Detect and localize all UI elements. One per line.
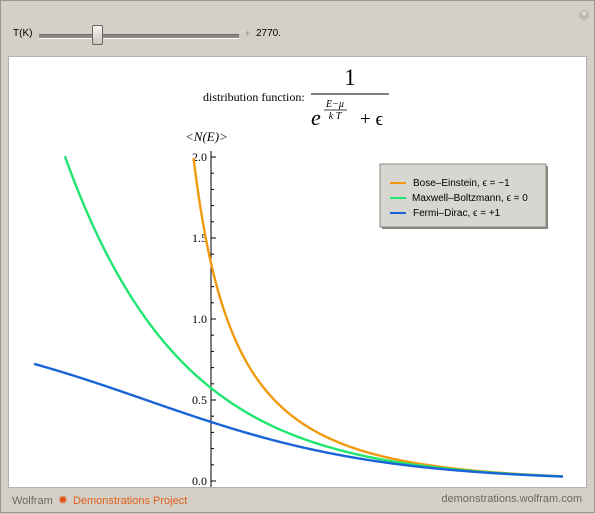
legend: Bose–Einstein, ϵ = −1 Maxwell–Boltzmann,… [379,163,548,229]
spikey-logo-icon: ✹ [57,493,68,507]
site-link[interactable]: demonstrations.wolfram.com [441,493,582,505]
brand-demonstrations: Demonstrations Project [72,495,188,507]
formula-tail: + ϵ [360,109,383,130]
formula-base: e [311,105,321,130]
legend-label-bose-einstein: Bose–Einstein, ϵ = −1 [413,178,510,189]
y-axis-label: <N(E)> [185,129,228,144]
y-axis: 0.0 0.5 1.0 1.5 2.0 [192,150,216,488]
y-tick-label: 0.0 [192,474,207,488]
options-plus-icon[interactable]: + [579,10,589,20]
formula-prefix: distribution function: [203,90,305,104]
y-tick-label: 2.0 [192,150,207,164]
brand-wolfram: Wolfram [12,495,53,507]
expand-plus-icon[interactable]: + [244,29,251,40]
formula-numerator: 1 [344,65,356,90]
wolfram-brand[interactable]: Wolfram ✹ Demonstrations Project [12,493,187,507]
formula-exponent-denominator: k T [329,111,343,122]
temperature-slider-thumb[interactable] [92,25,103,45]
legend-label-maxwell-boltzmann: Maxwell–Boltzmann, ϵ = 0 [412,193,528,204]
temperature-slider[interactable] [39,34,239,39]
y-tick-label: 0.5 [192,393,207,407]
temperature-value: 2770. [256,28,282,39]
legend-label-fermi-dirac: Fermi–Dirac, ϵ = +1 [413,208,501,219]
temperature-label: T(K) [13,28,33,39]
plot-panel [8,56,587,488]
y-tick-label: 1.5 [192,231,207,245]
controls-bar: T(K) + 2770. + [1,1,594,56]
formula-exponent-numerator: E−μ [325,99,344,110]
legend-box [379,163,547,228]
series-line-fermi-dirac [33,362,564,478]
y-tick-label: 1.0 [192,312,207,326]
footer: Wolfram ✹ Demonstrations Project demonst… [1,488,594,512]
series-group [33,155,564,478]
